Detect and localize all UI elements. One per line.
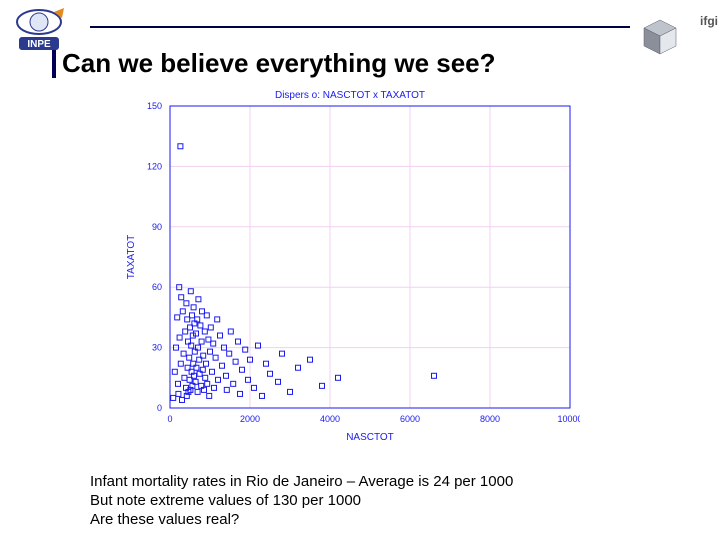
svg-text:2000: 2000 [240,414,260,424]
cube-logo [640,18,680,58]
svg-text:60: 60 [152,282,162,292]
svg-text:4000: 4000 [320,414,340,424]
caption-line-1: Infant mortality rates in Rio de Janeiro… [90,472,513,491]
svg-text:120: 120 [147,161,162,171]
caption-line-2: But note extreme values of 130 per 1000 [90,491,513,510]
inpe-logo: INPE [10,4,68,52]
svg-text:0: 0 [167,414,172,424]
caption-line-3: Are these values real? [90,510,513,529]
svg-text:10000: 10000 [557,414,580,424]
svg-text:NASCTOT: NASCTOT [346,432,394,443]
svg-text:30: 30 [152,343,162,353]
svg-text:Dispers o: NASCTOT x TAXATOT: Dispers o: NASCTOT x TAXATOT [275,90,425,101]
svg-text:INPE: INPE [27,39,51,50]
slide-title-bar: Can we believe everything we see? [52,48,496,79]
svg-text:0: 0 [157,403,162,413]
svg-text:6000: 6000 [400,414,420,424]
caption-block: Infant mortality rates in Rio de Janeiro… [90,472,513,529]
scatter-chart: Dispers o: NASCTOT x TAXATOT020004000600… [120,86,580,446]
svg-text:TAXATOT: TAXATOT [126,235,137,279]
svg-text:8000: 8000 [480,414,500,424]
svg-text:150: 150 [147,101,162,111]
title-accent [52,50,56,78]
slide-title: Can we believe everything we see? [62,48,496,79]
ifgi-label: ifgi [700,14,718,28]
svg-text:90: 90 [152,222,162,232]
header-divider [90,26,630,28]
